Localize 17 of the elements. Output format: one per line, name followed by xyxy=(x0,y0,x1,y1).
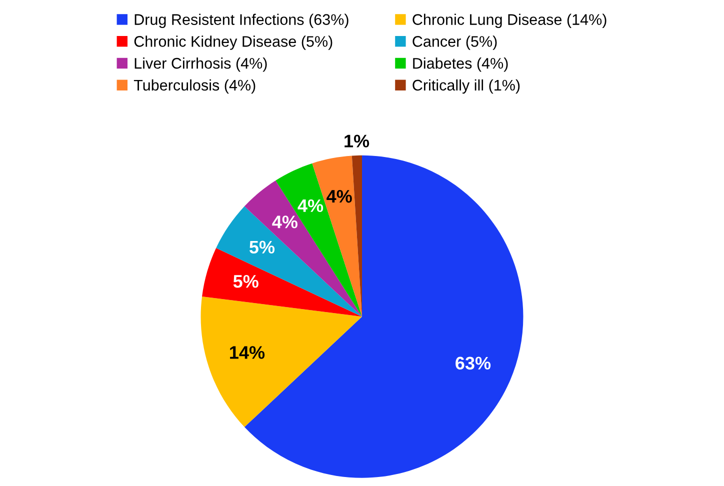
legend-label: Cancer (5%) xyxy=(412,36,497,50)
data-label: 4% xyxy=(272,216,298,228)
data-label: 1% xyxy=(344,134,370,148)
pie-slice xyxy=(200,296,362,428)
legend-label: Diabetes (4%) xyxy=(413,58,508,72)
legend-label: Drug Resistent Infections (63%) xyxy=(134,14,348,28)
data-label: 5% xyxy=(233,275,258,288)
data-label: 5% xyxy=(249,240,275,254)
legend-label: Critically ill (1%) xyxy=(412,79,520,94)
data-label: 63% xyxy=(456,356,491,370)
legend-label: Chronic Kidney Disease (5%) xyxy=(134,36,332,50)
data-label: 14% xyxy=(230,346,265,359)
legend-label: Liver Cirrhosis (4%) xyxy=(134,58,267,72)
data-label: 4% xyxy=(298,199,324,212)
data-label: 4% xyxy=(326,190,352,203)
legend-label: Chronic Lung Disease (14%) xyxy=(412,14,606,28)
legend-label: Tuberculosis (4%) xyxy=(134,79,256,94)
